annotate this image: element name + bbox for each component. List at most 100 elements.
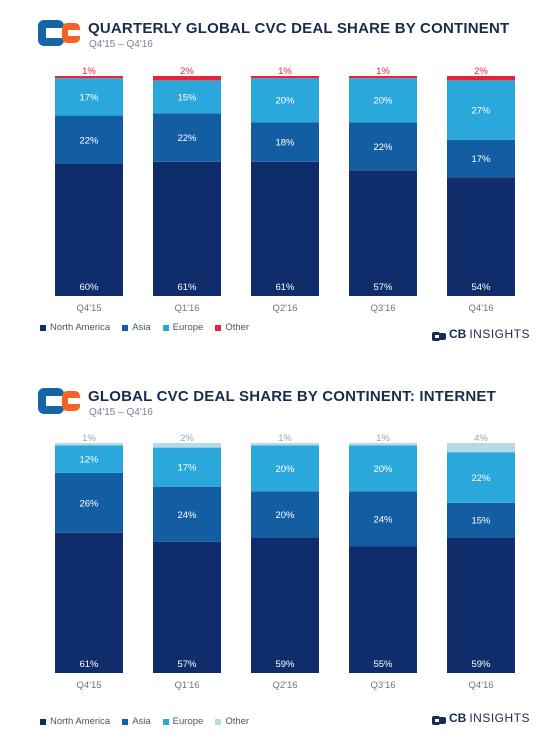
brand-bold: CB xyxy=(448,711,467,725)
legend-item-europe: Europe xyxy=(162,322,203,333)
bar-segment-north-america xyxy=(251,537,319,673)
bar-segment-europe xyxy=(55,78,123,116)
legend-item-north-america: North America xyxy=(40,322,110,333)
chart-legend: North America Asia Europe Other xyxy=(40,322,249,333)
chart-panel-1: QUARTERLY GLOBAL CVC DEAL SHARE BY CONTI… xyxy=(0,0,548,360)
brand-light: INSIGHTS xyxy=(469,327,530,341)
data-label: 20% xyxy=(275,510,295,521)
cb-insights-brand: CB INSIGHTS xyxy=(431,711,530,725)
brand-mark-icon xyxy=(431,714,446,725)
bar-segment-north-america xyxy=(153,161,221,296)
cb-insights-logo-icon xyxy=(38,388,80,414)
data-label: 59% xyxy=(471,659,491,670)
data-label: 55% xyxy=(373,659,393,670)
data-label: 1% xyxy=(278,66,292,77)
x-tick-label: Q4'16 xyxy=(468,680,493,691)
cb-insights-logo-icon xyxy=(38,20,80,46)
bar-segment-north-america xyxy=(55,164,123,296)
legend-item-north-america: North America xyxy=(40,716,110,727)
bar-segment-north-america xyxy=(447,537,515,673)
bar-segment-other xyxy=(55,76,123,79)
bar-segment-asia xyxy=(447,502,515,538)
bar-segment-north-america xyxy=(251,161,319,296)
bar-segment-asia xyxy=(55,472,123,533)
bar-segment-asia xyxy=(153,486,221,542)
data-label: 15% xyxy=(177,92,197,103)
data-label: 2% xyxy=(474,66,488,77)
data-label: 4% xyxy=(474,433,488,444)
data-label: 12% xyxy=(79,455,99,466)
data-label: 57% xyxy=(373,282,393,293)
x-tick-label: Q2'16 xyxy=(272,680,297,691)
brand-bold: CB xyxy=(448,327,467,341)
bar-segment-other xyxy=(447,76,515,81)
data-label: 1% xyxy=(278,433,292,444)
bar-segment-north-america xyxy=(349,546,417,673)
legend-item-europe: Europe xyxy=(162,716,203,727)
data-label: 1% xyxy=(376,66,390,77)
data-label: 2% xyxy=(180,433,194,444)
bar-segment-north-america xyxy=(153,541,221,673)
data-label: 60% xyxy=(79,282,99,293)
data-label: 17% xyxy=(177,463,197,474)
data-label: 24% xyxy=(373,514,393,525)
data-label: 57% xyxy=(177,659,197,670)
bar-segment-europe xyxy=(349,78,417,123)
data-label: 17% xyxy=(79,92,99,103)
bar-segment-north-america xyxy=(447,177,515,296)
data-label: 1% xyxy=(82,66,96,77)
bar-segment-europe xyxy=(447,452,515,503)
chart-subtitle: Q4'15 – Q4'16 xyxy=(89,39,153,50)
chart-title: GLOBAL CVC DEAL SHARE BY CONTINENT: INTE… xyxy=(88,388,496,405)
bar-segment-other xyxy=(251,76,319,79)
bar-segment-asia xyxy=(251,122,319,162)
x-tick-label: Q3'16 xyxy=(370,680,395,691)
data-label: 1% xyxy=(82,433,96,444)
bar-segment-europe xyxy=(251,78,319,123)
x-tick-label: Q4'15 xyxy=(76,680,101,691)
bar-segment-other xyxy=(55,443,123,446)
data-label: 20% xyxy=(373,96,393,107)
bar-segment-asia xyxy=(349,122,417,171)
data-label: 61% xyxy=(79,659,99,670)
brand-mark-icon xyxy=(431,330,446,341)
chart-legend: North America Asia Europe Other xyxy=(40,716,249,727)
data-label: 59% xyxy=(275,659,295,670)
data-label: 54% xyxy=(471,282,491,293)
bar-segment-europe xyxy=(55,445,123,473)
x-tick-label: Q3'16 xyxy=(370,303,395,314)
x-tick-label: Q1'16 xyxy=(174,680,199,691)
cb-insights-brand: CB INSIGHTS xyxy=(431,327,530,341)
bar-segment-north-america xyxy=(55,532,123,673)
data-label: 20% xyxy=(275,464,295,475)
bar-segment-europe xyxy=(153,80,221,114)
data-label: 17% xyxy=(471,154,491,165)
data-label: 18% xyxy=(275,138,295,149)
data-label: 61% xyxy=(177,282,197,293)
bar-segment-other xyxy=(153,443,221,448)
bar-segment-other xyxy=(447,443,515,453)
data-label: 26% xyxy=(79,498,99,509)
data-label: 27% xyxy=(471,106,491,117)
bar-segment-asia xyxy=(447,139,515,178)
legend-item-other: Other xyxy=(215,716,249,727)
data-label: 61% xyxy=(275,282,295,293)
chart-title: QUARTERLY GLOBAL CVC DEAL SHARE BY CONTI… xyxy=(88,20,510,37)
chart-subtitle: Q4'15 – Q4'16 xyxy=(89,407,153,418)
bar-segment-other xyxy=(349,443,417,446)
bar-segment-europe xyxy=(349,445,417,492)
data-label: 24% xyxy=(177,510,197,521)
legend-item-other: Other xyxy=(215,322,249,333)
data-label: 22% xyxy=(79,135,99,146)
x-tick-label: Q2'16 xyxy=(272,303,297,314)
x-tick-label: Q1'16 xyxy=(174,303,199,314)
data-label: 20% xyxy=(373,464,393,475)
brand-light: INSIGHTS xyxy=(469,711,530,725)
bar-segment-asia xyxy=(153,113,221,162)
data-label: 15% xyxy=(471,516,491,527)
data-label: 22% xyxy=(177,133,197,144)
bar-segment-europe xyxy=(153,447,221,487)
bar-segment-north-america xyxy=(349,170,417,296)
legend-item-asia: Asia xyxy=(122,716,151,727)
chart-panel-2: GLOBAL CVC DEAL SHARE BY CONTINENT: INTE… xyxy=(0,370,548,743)
